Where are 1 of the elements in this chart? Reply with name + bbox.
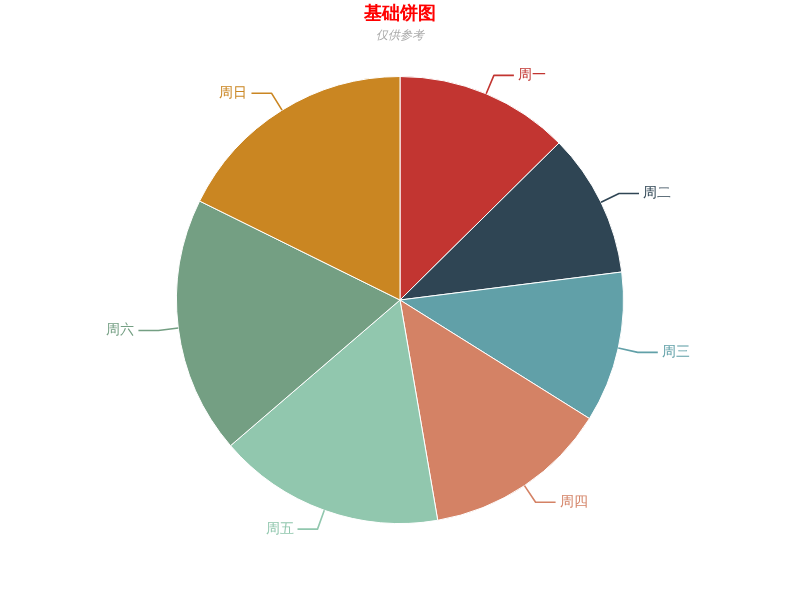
chart-title: 基础饼图 [362,2,436,25]
